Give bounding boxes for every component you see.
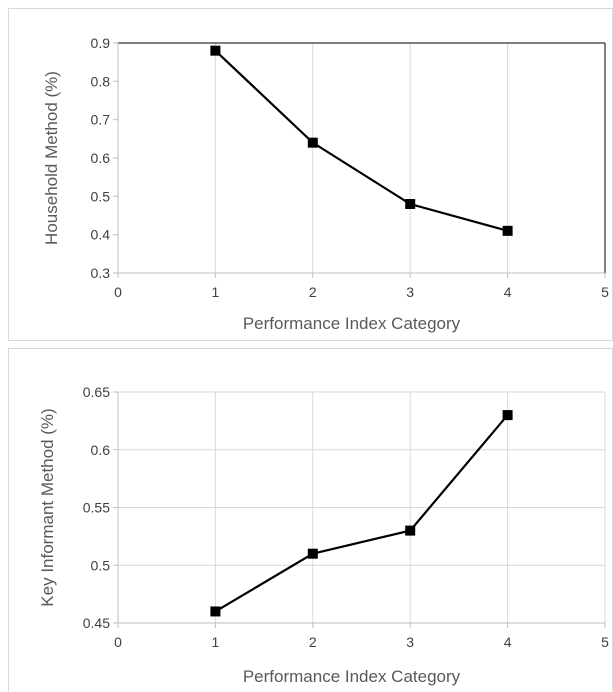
y-tick-label: 0.45 [83, 615, 110, 631]
data-point-marker [210, 606, 221, 617]
x-tick-label: 1 [212, 284, 220, 300]
key-informant-method-chart: 0.45 0.5 0.55 0.6 0.65 0 1 2 3 4 5 Performance Inde… [38, 384, 609, 686]
data-point-marker [210, 45, 221, 56]
y-axis-title: Key Informant Method (%) [38, 408, 57, 606]
x-tick-label: 1 [212, 634, 220, 650]
data-point-marker [307, 137, 318, 148]
y-tick-label: 0.5 [91, 557, 111, 573]
household-chart-panel: 0.3 0.4 0.5 0.6 0.7 0.8 0.9 0 1 2 3 4 5 Performance I… [8, 8, 613, 341]
data-point-marker [502, 225, 513, 236]
data-point-marker [405, 525, 416, 536]
y-tick-label: 0.4 [91, 227, 111, 243]
data-point-marker [307, 548, 318, 559]
series-line [214, 49, 508, 232]
series-line [214, 414, 509, 613]
y-tick-label: 0.8 [91, 73, 111, 89]
y-tick-label: 0.7 [91, 112, 111, 128]
y-tick-label: 0.55 [83, 500, 110, 516]
x-tick-label: 3 [406, 284, 414, 300]
y-tick-label: 0.6 [91, 150, 111, 166]
y-tick-label: 0.3 [91, 265, 111, 281]
x-tick-label: 0 [114, 284, 122, 300]
y-tick-label: 0.9 [91, 35, 111, 51]
x-tick-label: 2 [309, 634, 317, 650]
x-tick-label: 5 [601, 284, 609, 300]
y-tick-label: 0.5 [91, 188, 111, 204]
data-point-marker [405, 199, 416, 209]
data-point-marker [502, 410, 513, 421]
x-tick-label: 3 [406, 634, 414, 650]
x-axis-title: Performance Index Category [243, 667, 461, 686]
household-method-chart: 0.3 0.4 0.5 0.6 0.7 0.8 0.9 0 1 2 3 4 5 Performance I… [42, 35, 609, 333]
x-tick-label: 5 [601, 634, 609, 650]
y-tick-label: 0.65 [83, 384, 110, 400]
x-axis-title: Performance Index Category [243, 314, 461, 333]
x-tick-label: 2 [309, 284, 317, 300]
x-tick-label: 4 [504, 634, 512, 650]
key-informant-chart-panel: 0.45 0.5 0.55 0.6 0.65 0 1 2 3 4 5 Performance Inde… [8, 348, 613, 691]
y-tick-label: 0.6 [91, 442, 111, 458]
x-tick-label: 0 [114, 634, 122, 650]
y-axis-title: Household Method (%) [42, 71, 61, 245]
x-tick-label: 4 [504, 284, 512, 300]
